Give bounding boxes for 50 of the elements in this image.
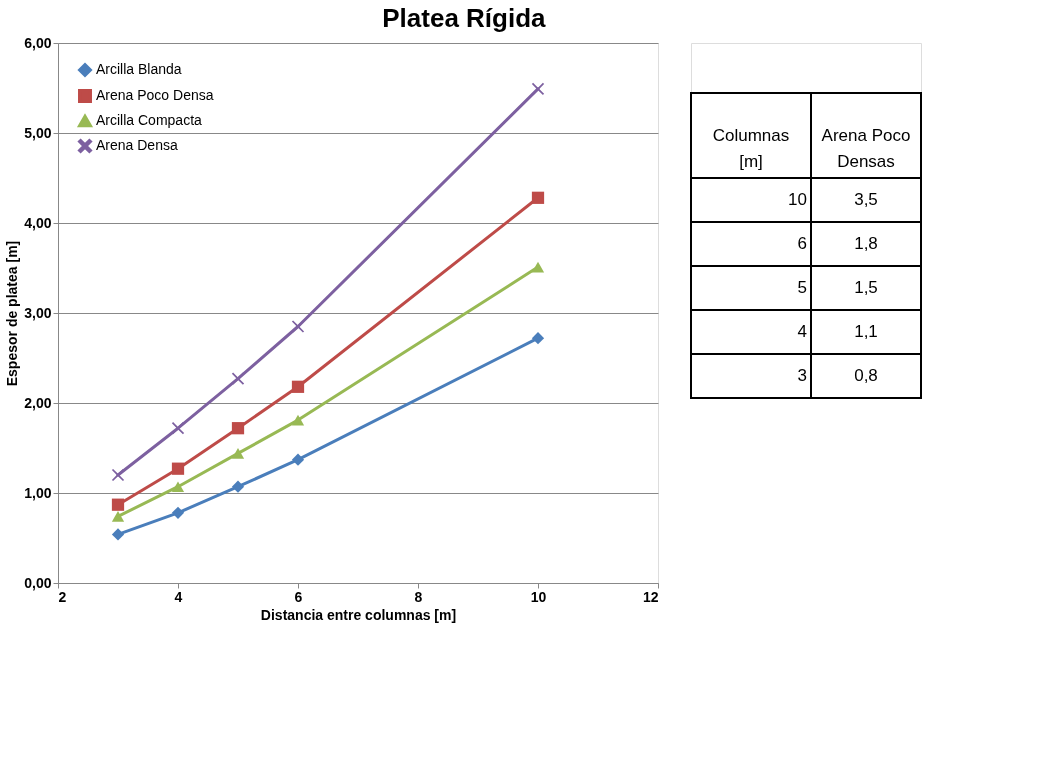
y-tick-label: 2,00 <box>24 394 52 411</box>
point <box>291 453 305 466</box>
x-tick-label: 4 <box>174 588 183 605</box>
point <box>171 506 185 519</box>
y-tick-label: 4,00 <box>24 214 52 231</box>
legend-label: Arena Densa <box>96 137 178 153</box>
point <box>111 468 125 482</box>
text: 6 <box>797 234 807 253</box>
point <box>231 480 245 493</box>
point <box>171 481 185 492</box>
x-tick-label: 10 <box>530 588 547 605</box>
point <box>111 498 125 511</box>
y-tick-label: 6,00 <box>24 34 52 51</box>
text: 4 <box>797 322 807 341</box>
x-tick-label: 2 <box>58 588 67 605</box>
y-axis-title: Espesor de platea [m] <box>4 240 21 387</box>
point <box>171 422 185 435</box>
y-tick-label: 3,00 <box>24 304 52 321</box>
text: 0,8 <box>854 366 878 385</box>
x-tick-label: 12 <box>642 588 659 605</box>
text: Columnas [m] <box>712 125 790 171</box>
text: 1,8 <box>854 234 878 253</box>
text: 3,5 <box>854 190 878 209</box>
y-tick-label: 1,00 <box>24 484 52 501</box>
y-tick-label: 0,00 <box>24 574 52 591</box>
point <box>231 422 245 435</box>
point <box>111 528 125 541</box>
text: Arena Poco Densas <box>821 125 911 171</box>
text: 1,1 <box>854 322 878 341</box>
point <box>291 414 305 426</box>
point <box>531 191 545 204</box>
text: 1,5 <box>854 278 878 297</box>
y-tick-label: 5,00 <box>24 124 52 141</box>
point <box>231 448 245 459</box>
text: 10 <box>788 190 807 209</box>
point <box>171 462 185 475</box>
point <box>531 261 545 273</box>
chart-title: Platea Rígida <box>382 2 547 33</box>
x-tick-label: 6 <box>294 588 303 605</box>
text: 3 <box>797 366 807 385</box>
legend-label: Arena Poco Densa <box>96 87 214 103</box>
legend-label: Arcilla Compacta <box>96 112 203 128</box>
x-axis-title: Distancia entre columnas [m] <box>260 606 457 623</box>
point <box>531 332 545 345</box>
point <box>531 82 545 96</box>
point <box>291 380 305 393</box>
x-tick-label: 8 <box>414 588 423 605</box>
point <box>111 511 125 522</box>
legend-label: Arcilla Blanda <box>96 61 182 77</box>
text: 5 <box>797 278 807 297</box>
